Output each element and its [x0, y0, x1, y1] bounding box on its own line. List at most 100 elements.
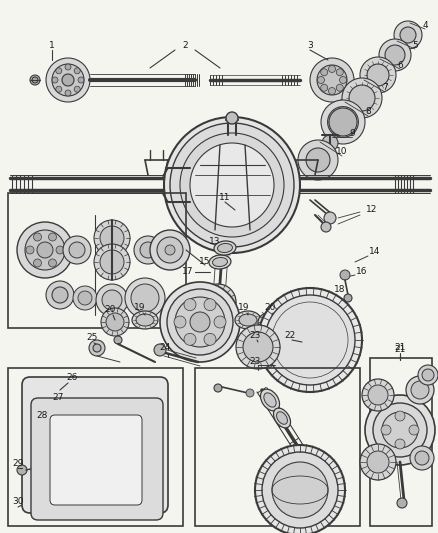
Circle shape	[17, 222, 73, 278]
Circle shape	[395, 439, 405, 449]
Circle shape	[56, 86, 62, 92]
Circle shape	[336, 84, 343, 91]
Ellipse shape	[258, 312, 286, 332]
Text: 22: 22	[284, 330, 296, 340]
Circle shape	[321, 84, 328, 91]
Text: 24: 24	[159, 343, 171, 352]
Circle shape	[25, 230, 65, 270]
Circle shape	[78, 77, 84, 83]
Circle shape	[406, 376, 434, 404]
Circle shape	[226, 112, 238, 124]
Text: 2: 2	[182, 41, 188, 50]
Circle shape	[26, 246, 34, 254]
Ellipse shape	[261, 389, 279, 411]
Circle shape	[272, 462, 328, 518]
Circle shape	[106, 403, 116, 413]
Circle shape	[33, 233, 42, 241]
Circle shape	[131, 284, 159, 312]
Circle shape	[94, 220, 130, 256]
Circle shape	[164, 117, 300, 253]
Text: 4: 4	[422, 20, 428, 29]
Circle shape	[236, 325, 280, 369]
Ellipse shape	[264, 393, 276, 407]
Circle shape	[204, 333, 216, 345]
Circle shape	[125, 278, 165, 318]
Circle shape	[397, 498, 407, 508]
Circle shape	[243, 332, 273, 362]
Circle shape	[150, 230, 190, 270]
Circle shape	[132, 487, 142, 497]
Circle shape	[165, 245, 175, 255]
Circle shape	[367, 451, 389, 473]
Circle shape	[328, 87, 336, 94]
Text: 17: 17	[182, 268, 194, 277]
Text: 10: 10	[336, 148, 348, 157]
Circle shape	[140, 242, 156, 258]
Circle shape	[174, 316, 186, 328]
FancyBboxPatch shape	[50, 415, 142, 505]
Circle shape	[170, 123, 294, 247]
Circle shape	[157, 237, 183, 263]
Circle shape	[134, 236, 162, 264]
Text: 19: 19	[134, 303, 146, 312]
Circle shape	[78, 291, 92, 305]
Circle shape	[321, 100, 365, 144]
Circle shape	[106, 507, 116, 518]
Circle shape	[340, 270, 350, 280]
Circle shape	[94, 244, 130, 280]
Ellipse shape	[235, 311, 261, 329]
Text: 16: 16	[356, 268, 368, 277]
Text: 20: 20	[104, 305, 116, 314]
Circle shape	[73, 286, 97, 310]
Circle shape	[101, 308, 129, 336]
Circle shape	[35, 503, 45, 513]
Text: 21: 21	[394, 343, 406, 352]
Text: 12: 12	[366, 206, 378, 214]
Ellipse shape	[136, 314, 154, 326]
Circle shape	[385, 45, 405, 65]
Circle shape	[96, 284, 128, 316]
Circle shape	[114, 336, 122, 344]
Circle shape	[321, 222, 331, 232]
Text: 7: 7	[382, 84, 388, 93]
Ellipse shape	[276, 411, 287, 424]
Circle shape	[175, 297, 225, 347]
Circle shape	[74, 403, 84, 413]
Text: 11: 11	[219, 192, 231, 201]
Circle shape	[154, 344, 166, 356]
Circle shape	[62, 74, 74, 86]
Ellipse shape	[214, 241, 236, 255]
Text: 13: 13	[209, 238, 221, 246]
Circle shape	[379, 39, 411, 71]
Circle shape	[395, 411, 405, 421]
Circle shape	[132, 423, 142, 433]
Circle shape	[200, 284, 236, 320]
Circle shape	[48, 423, 58, 433]
Circle shape	[315, 290, 325, 300]
Circle shape	[46, 58, 90, 102]
Circle shape	[265, 295, 355, 385]
Ellipse shape	[132, 311, 158, 329]
Text: 15: 15	[199, 257, 211, 266]
Circle shape	[74, 68, 80, 74]
Circle shape	[100, 226, 124, 250]
Circle shape	[373, 403, 427, 457]
Text: 25: 25	[86, 334, 98, 343]
Circle shape	[318, 77, 325, 84]
Circle shape	[381, 425, 391, 435]
Circle shape	[93, 344, 101, 352]
Circle shape	[56, 68, 62, 74]
Circle shape	[367, 64, 389, 86]
Text: 20: 20	[264, 303, 276, 312]
Text: 3: 3	[307, 41, 313, 50]
Circle shape	[415, 451, 429, 465]
Ellipse shape	[218, 244, 233, 253]
Circle shape	[38, 455, 48, 465]
Circle shape	[56, 246, 64, 254]
Circle shape	[322, 135, 338, 151]
Circle shape	[190, 143, 274, 227]
Text: 8: 8	[365, 108, 371, 117]
Text: 18: 18	[334, 286, 346, 295]
Circle shape	[33, 259, 42, 267]
Circle shape	[255, 445, 345, 533]
